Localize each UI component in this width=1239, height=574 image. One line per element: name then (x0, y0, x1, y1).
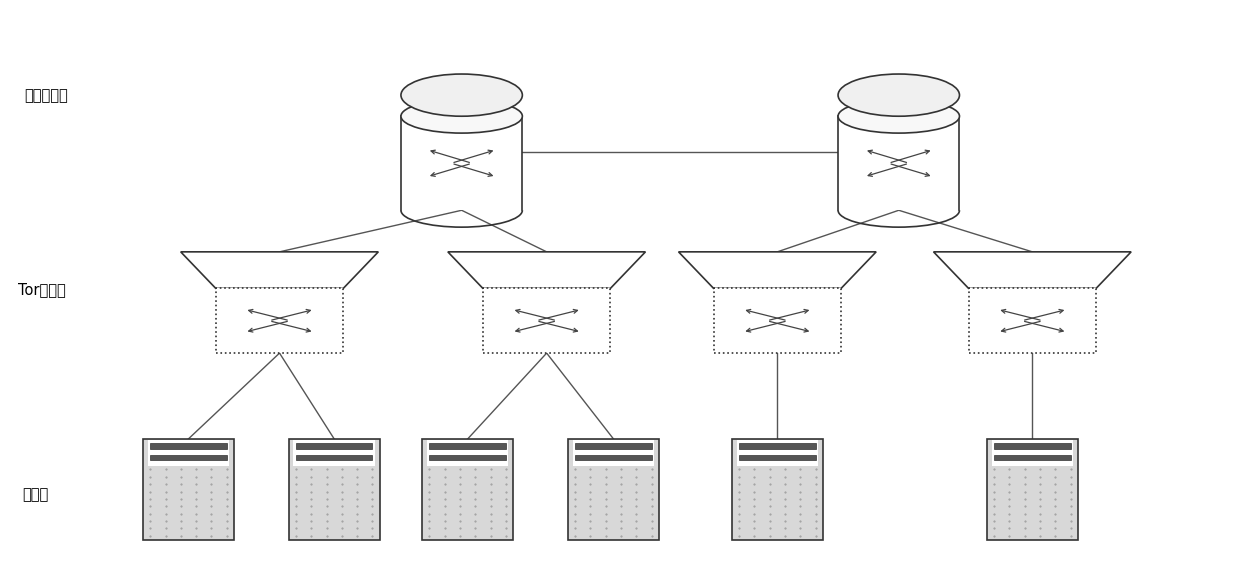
Bar (430, 443, 506, 449)
Bar (737, 440, 818, 466)
Bar (150, 443, 227, 449)
Polygon shape (838, 116, 959, 210)
Polygon shape (401, 116, 523, 210)
Text: 核心设备层: 核心设备层 (25, 88, 68, 103)
Bar (572, 440, 654, 466)
Bar (575, 455, 652, 460)
Bar (294, 440, 375, 466)
Bar (567, 439, 659, 540)
Bar (991, 440, 1073, 466)
Bar (289, 439, 379, 540)
Ellipse shape (838, 99, 959, 133)
Bar (732, 439, 823, 540)
Bar (994, 443, 1070, 449)
Bar (994, 455, 1070, 460)
Ellipse shape (401, 99, 523, 133)
Bar (986, 439, 1078, 540)
Polygon shape (679, 252, 876, 288)
Bar (740, 455, 815, 460)
Bar (969, 288, 1097, 353)
Bar (427, 440, 508, 466)
Bar (142, 439, 234, 540)
Polygon shape (181, 252, 378, 288)
Bar (430, 455, 506, 460)
Bar (740, 443, 815, 449)
Bar (147, 440, 229, 466)
Bar (575, 443, 652, 449)
Polygon shape (933, 252, 1131, 288)
Polygon shape (447, 252, 646, 288)
Bar (714, 288, 841, 353)
Bar (483, 288, 611, 353)
Ellipse shape (401, 74, 523, 116)
Bar (296, 443, 373, 449)
Bar (150, 455, 227, 460)
Bar (296, 455, 373, 460)
Bar (422, 439, 513, 540)
Text: Tor设备层: Tor设备层 (19, 282, 66, 297)
Ellipse shape (838, 74, 959, 116)
Text: 主机层: 主机层 (22, 488, 48, 503)
Bar (216, 288, 343, 353)
